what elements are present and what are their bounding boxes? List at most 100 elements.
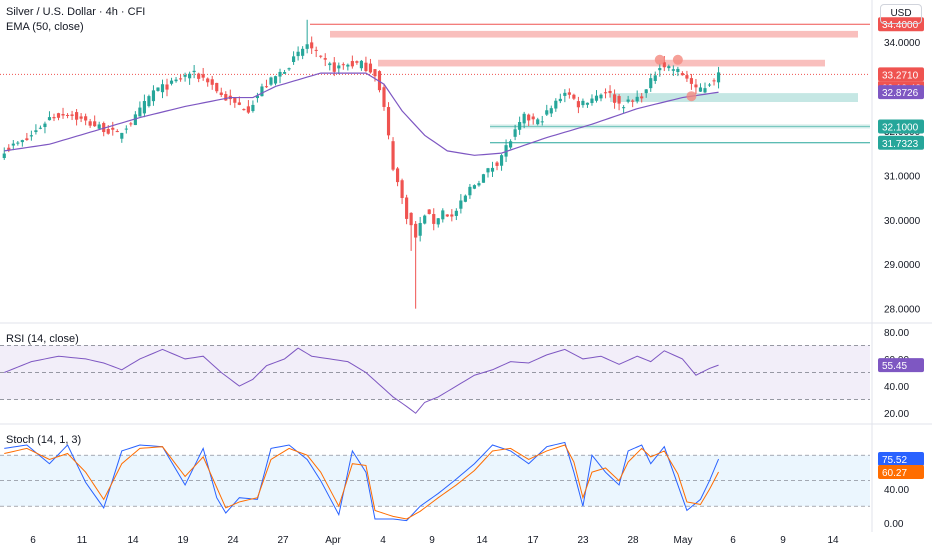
- candle: [418, 223, 422, 236]
- candle: [531, 116, 535, 120]
- candle: [414, 223, 418, 238]
- pivot-marker: [672, 54, 683, 65]
- candle: [640, 96, 644, 99]
- candle: [102, 123, 106, 133]
- candle: [486, 168, 490, 173]
- candle: [395, 168, 400, 183]
- x-tick-label: 24: [227, 535, 239, 546]
- candle: [707, 84, 712, 86]
- candle: [52, 117, 56, 119]
- candle: [585, 102, 590, 105]
- candle: [197, 73, 201, 79]
- candle: [215, 82, 219, 92]
- candle: [549, 108, 553, 114]
- candle: [509, 141, 513, 148]
- candle: [301, 48, 305, 56]
- candle: [572, 94, 576, 99]
- x-tick-label: 14: [827, 535, 839, 546]
- pivot-marker: [686, 91, 697, 102]
- rsi-tick-label: 20.00: [884, 409, 909, 420]
- candle: [323, 58, 327, 60]
- x-tick-label: 19: [177, 535, 189, 546]
- candle: [273, 76, 278, 84]
- candle: [468, 186, 472, 196]
- resistance-price-badge-bg: [878, 17, 924, 32]
- candle: [423, 215, 427, 224]
- candle: [599, 94, 603, 99]
- x-tick-label: 23: [577, 535, 589, 546]
- stoch-d-badge: 60.27: [882, 468, 907, 479]
- candle: [373, 69, 377, 77]
- stoch-k-badge: 75.52: [882, 455, 907, 466]
- candle: [698, 87, 703, 92]
- candle: [472, 185, 477, 189]
- stoch-panel-label[interactable]: Stoch (14, 1, 3): [6, 434, 82, 446]
- candle: [65, 114, 70, 116]
- candle: [346, 64, 350, 67]
- candle: [43, 123, 47, 128]
- price-tick-label: 34.0000: [884, 38, 921, 49]
- candle: [409, 212, 413, 226]
- candle: [527, 114, 531, 121]
- candle: [115, 131, 119, 133]
- x-tick-label: 14: [476, 535, 488, 546]
- candle: [590, 98, 594, 104]
- candle: [174, 79, 178, 82]
- ema-indicator-label[interactable]: EMA (50, close): [6, 21, 84, 33]
- candle: [400, 180, 404, 199]
- stoch-badge-bg: [878, 452, 924, 467]
- candle: [703, 88, 707, 93]
- resistance-zone: [330, 30, 858, 38]
- currency-button[interactable]: USD: [880, 4, 922, 24]
- rsi-panel-label[interactable]: RSI (14, close): [6, 333, 79, 345]
- candle: [504, 145, 508, 157]
- candle: [255, 95, 260, 99]
- ema-line: [4, 72, 719, 156]
- stoch-tick-label: 40.00: [884, 485, 909, 496]
- symbol-title: Silver / U.S. Dollar · 4h · CFI: [6, 6, 146, 18]
- candle: [251, 104, 255, 112]
- candle: [716, 72, 721, 83]
- candle: [97, 124, 101, 129]
- candle: [75, 112, 79, 120]
- candle: [192, 70, 196, 73]
- candle: [612, 94, 617, 103]
- candle: [29, 135, 33, 137]
- candle: [653, 75, 657, 81]
- candle: [88, 121, 92, 126]
- candle: [558, 98, 562, 102]
- candle: [138, 107, 142, 117]
- candle: [84, 116, 88, 121]
- resistance-price-badge: 34.4000: [882, 20, 919, 31]
- x-tick-label: 9: [780, 535, 786, 546]
- candle: [156, 87, 160, 91]
- candle: [377, 71, 382, 91]
- x-tick-label: 27: [277, 535, 289, 546]
- candle: [554, 100, 558, 109]
- support-zone: [610, 93, 858, 102]
- x-tick-label: 4: [380, 535, 386, 546]
- candle: [70, 114, 74, 116]
- candle: [405, 197, 409, 219]
- candle: [47, 117, 52, 121]
- candle: [183, 74, 187, 77]
- candle: [622, 107, 626, 109]
- candle: [237, 102, 241, 105]
- support-price-badge: 31.7323: [882, 139, 919, 150]
- rsi-value-badge: 55.45: [882, 361, 907, 372]
- candle: [7, 147, 11, 150]
- candle: [635, 96, 639, 102]
- candle: [133, 114, 137, 126]
- candle: [264, 86, 269, 88]
- candle: [644, 89, 648, 94]
- candle: [160, 84, 165, 93]
- candle: [545, 110, 549, 115]
- stoch-d-line: [4, 444, 719, 520]
- candle: [310, 42, 314, 49]
- support-band: [490, 124, 870, 129]
- rsi-value-badge-bg: [878, 358, 924, 373]
- x-tick-label: 17: [527, 535, 539, 546]
- x-tick-label: Apr: [325, 535, 341, 546]
- candle: [169, 80, 174, 84]
